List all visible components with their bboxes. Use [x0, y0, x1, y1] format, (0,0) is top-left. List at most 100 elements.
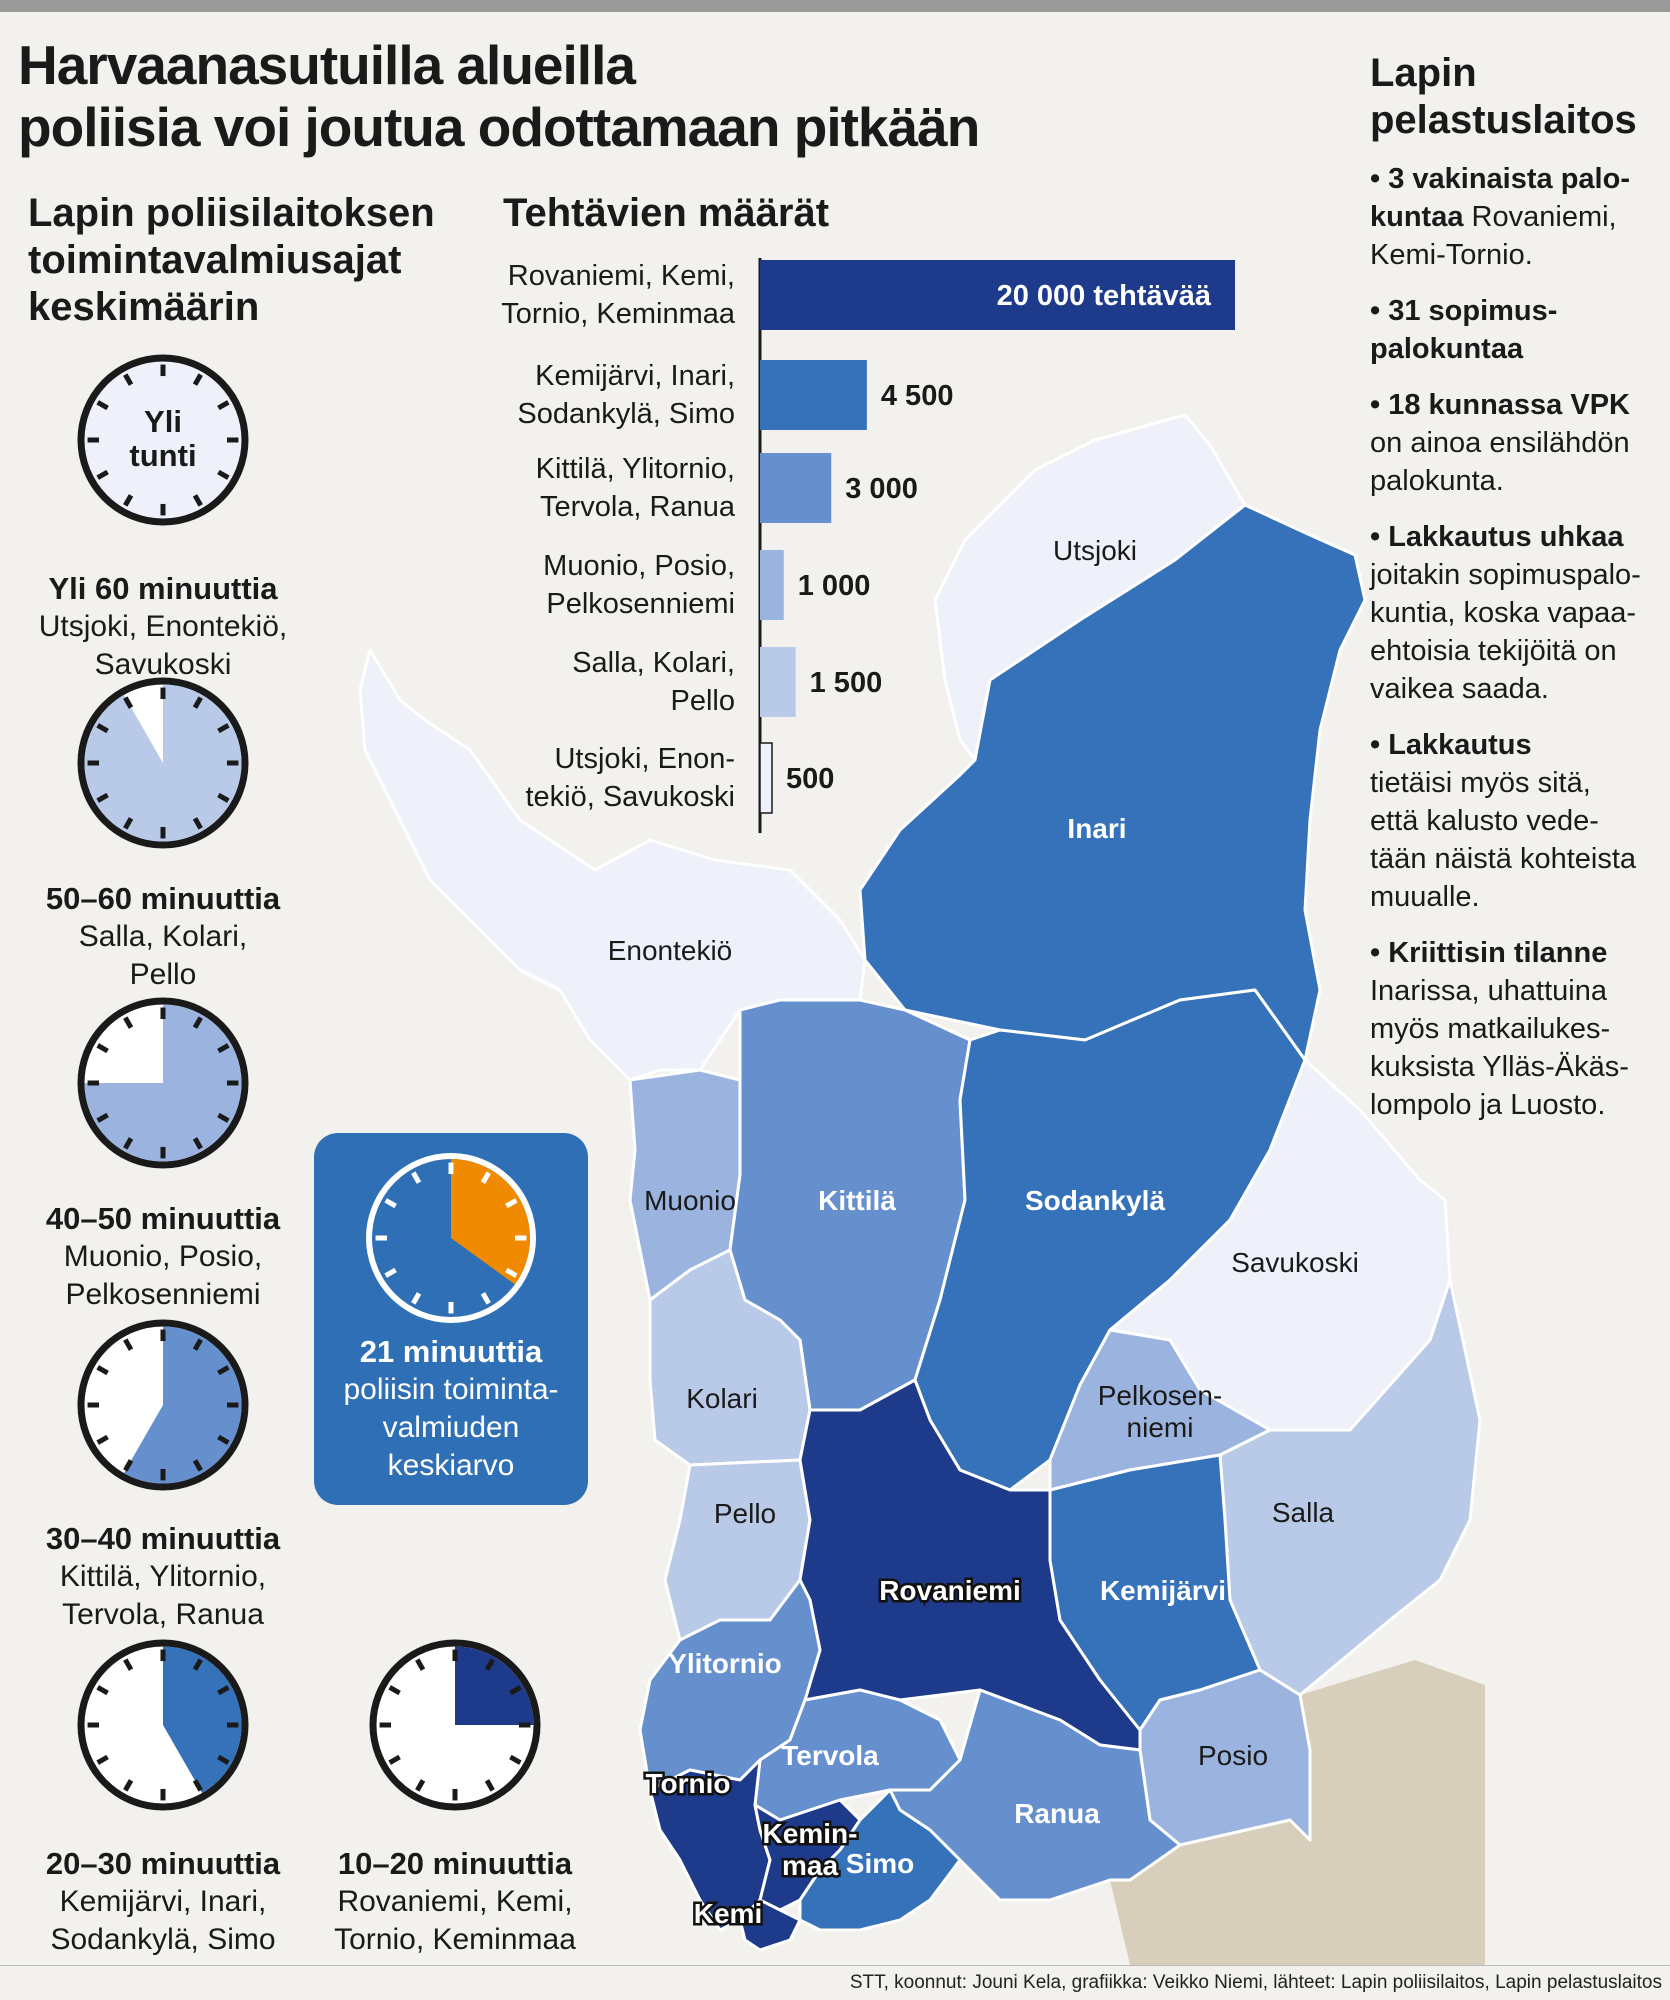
- map-region-label: Enontekiö: [608, 935, 733, 966]
- map-region-label: Inari: [1067, 813, 1126, 844]
- clock-places: Kittilä, Ylitornio,: [59, 1560, 267, 1593]
- average-value: 21 minuuttia: [359, 1334, 543, 1369]
- rescue-heading-line-1: Lapin: [1370, 51, 1477, 95]
- bar-category-label: Utsjoki, Enon-tekiö, Savukoski: [435, 740, 735, 816]
- clock-time-range: 20–30 minuuttia: [45, 1846, 281, 1881]
- bar-category-line: Rovaniemi, Kemi,: [507, 260, 735, 292]
- map-region: [1138, 1668, 1312, 1847]
- clock-time-range: Yli 60 minuuttia: [48, 571, 278, 606]
- map-region-label: Simo: [846, 1848, 914, 1879]
- bullet-text: joitakin sopimuspalo- kuntia, koska vapa…: [1370, 559, 1641, 705]
- clock-places: Salla, Kolari,: [78, 920, 248, 953]
- source-credit: STT, koonnut: Jouni Kela, grafiikka: Vei…: [849, 1972, 1662, 1993]
- clock-places: Sodankylä, Simo: [50, 1923, 276, 1956]
- map-region-label: Tornio: [645, 1768, 730, 1799]
- clock-tick: [505, 1267, 518, 1278]
- map-region: [798, 1788, 962, 1932]
- map-region-label: Muonio: [644, 1185, 736, 1216]
- clock-places: Kemijärvi, Inari,: [59, 1885, 267, 1918]
- clock-caption: 20–30 minuuttia Kemijärvi, Inari, Sodankyl…: [13, 1845, 313, 1959]
- map-region-label: Savukoski: [1231, 1247, 1359, 1278]
- average-description: valmiuden: [382, 1411, 520, 1444]
- clock-caption: 10–20 minuuttia Rovaniemi, Kemi, Tornio, K…: [305, 1845, 605, 1959]
- average-response-box: 21 minuuttia poliisin toiminta-valmiuden…: [314, 1133, 588, 1505]
- clock-fill: [451, 1159, 530, 1285]
- bullet-bold-text: • Lakkautus: [1370, 729, 1532, 761]
- clock-places: Pello: [129, 958, 197, 991]
- clock-places: Utsjoki, Enontekiö,: [38, 610, 288, 643]
- clock-heading-line-1: Lapin poliisilaitoksen: [28, 191, 435, 235]
- page-title: Harvaanasutuilla alueilla poliisia voi j…: [18, 34, 980, 158]
- bullet-bold-text: • Kriittisin tilanne: [1370, 937, 1608, 969]
- clock-tick: [480, 1171, 491, 1184]
- rescue-bullet-list: • 3 vakinaista palo- kuntaa Rovaniemi, K…: [1370, 160, 1670, 1142]
- clock-heading-line-2: toimintavalmiusajat: [28, 238, 402, 282]
- map-region-label: Ylitornio: [668, 1648, 782, 1679]
- map-region-label: Kemi: [694, 1898, 762, 1929]
- clock-tick: [384, 1267, 397, 1278]
- bar-category-label: Salla, Kolari, Pello: [435, 644, 735, 720]
- clock-caption: Yli 60 minuuttia Utsjoki, Enontekiö, Savuk…: [13, 570, 313, 684]
- bullet-bold-text: • 3 vakinaista palo- kuntaa: [1370, 163, 1630, 233]
- bar-category-line: Tervola, Ranua: [539, 491, 735, 523]
- title-line-1: Harvaanasutuilla alueilla: [18, 34, 636, 96]
- bar-category-line: Salla, Kolari,: [572, 647, 735, 679]
- bar-category-line: Sodankylä, Simo: [517, 398, 735, 430]
- map-region-label: Utsjoki: [1053, 535, 1137, 566]
- map-region-label: Rovaniemi: [879, 1575, 1021, 1606]
- map-region-label: Ranua: [1014, 1798, 1100, 1829]
- clock-tick: [384, 1198, 397, 1209]
- bar-category-line: Muonio, Posio,: [543, 550, 735, 582]
- bar-category-line: Kemijärvi, Inari,: [535, 360, 735, 392]
- rescue-heading-line-2: pelastuslaitos: [1370, 98, 1637, 142]
- average-description: poliisin toiminta-: [343, 1373, 559, 1406]
- top-rule: [0, 0, 1670, 12]
- rescue-bullet: • Kriittisin tilanne Inarissa, uhattuina…: [1370, 934, 1670, 1124]
- title-line-2: poliisia voi joutua odottamaan pitkään: [18, 96, 980, 158]
- rescue-bullet: • Lakkautus tietäisi myös sitä, että kal…: [1370, 726, 1670, 916]
- clock-places: Muonio, Posio,: [63, 1240, 263, 1273]
- clock-places: Tornio, Keminmaa: [334, 1923, 576, 1956]
- clock-tick: [480, 1292, 491, 1305]
- footer-rule: [0, 1965, 1670, 1966]
- clock-tick: [411, 1171, 422, 1184]
- average-description: keskiarvo: [387, 1449, 515, 1482]
- map-region-label: Posio: [1198, 1740, 1268, 1771]
- bar-category-line: Pelkosenniemi: [546, 588, 735, 620]
- bullet-bold-text: • 31 sopimus- palokuntaa: [1370, 295, 1558, 365]
- clock-time-range: 30–40 minuuttia: [45, 1521, 281, 1556]
- bar-category-label: Muonio, Posio, Pelkosenniemi: [435, 547, 735, 623]
- map-region-label: Pelkosen-: [1098, 1380, 1223, 1411]
- bar-chart-heading: Tehtävien määrät: [503, 191, 830, 235]
- map-region-label: Tervola: [781, 1740, 879, 1771]
- bullet-bold-text: • Lakkautus uhkaa: [1370, 521, 1624, 553]
- bar-category-label: Kittilä, Ylitornio, Tervola, Ranua: [435, 450, 735, 526]
- bar-category-line: tekiö, Savukoski: [525, 781, 735, 813]
- bar-category-line: Utsjoki, Enon-: [554, 743, 735, 775]
- average-text: 21 minuuttia poliisin toiminta-valmiuden…: [314, 1333, 588, 1485]
- clock-caption: 50–60 minuuttia Salla, Kolari, Pello: [13, 880, 313, 994]
- clock-section-heading: Lapin poliisilaitoksen toimintavalmiusaj…: [28, 190, 448, 331]
- bar-category-line: Tornio, Keminmaa: [501, 298, 735, 330]
- clock-time-range: 10–20 minuuttia: [337, 1846, 573, 1881]
- clock-time-range: 40–50 minuuttia: [45, 1201, 281, 1236]
- bar-category-label: Kemijärvi, Inari, Sodankylä, Simo: [435, 357, 735, 433]
- map-region-label: Kolari: [686, 1383, 758, 1414]
- bar-category-line: Pello: [670, 685, 736, 717]
- map-region: [648, 1248, 812, 1467]
- clock-tick: [411, 1292, 422, 1305]
- map-region-label: Salla: [1272, 1497, 1335, 1528]
- clock-icon: [366, 1153, 536, 1323]
- rescue-heading: Lapin pelastuslaitos: [1370, 50, 1637, 144]
- bullet-text: on ainoa ensilähdön palokunta.: [1370, 427, 1630, 497]
- map-region-label: Kemijärvi: [1100, 1575, 1226, 1606]
- clock-caption: 40–50 minuuttia Muonio, Posio, Pelkosennie…: [13, 1200, 313, 1314]
- map-region-label: maa: [782, 1850, 838, 1881]
- map-region-label: Kemin-: [763, 1818, 858, 1849]
- rescue-bullet: • 31 sopimus- palokuntaa: [1370, 292, 1670, 368]
- rescue-bullet: • 18 kunnassa VPK on ainoa ensilähdön pa…: [1370, 386, 1670, 500]
- clock-heading-line-3: keskimäärin: [28, 285, 260, 329]
- bullet-text: tietäisi myös sitä, että kalusto vede- t…: [1370, 767, 1637, 913]
- bar-category-line: Kittilä, Ylitornio,: [535, 453, 735, 485]
